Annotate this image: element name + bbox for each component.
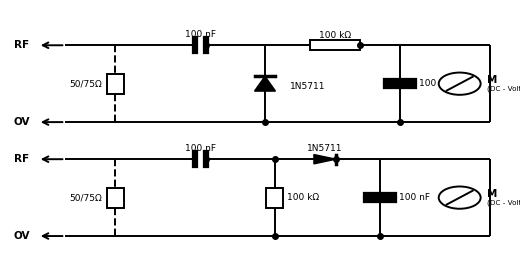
Text: 100 nF: 100 nF [185,144,216,153]
Text: 100 kΩ: 100 kΩ [288,193,320,202]
Text: M: M [487,75,498,85]
Text: RF: RF [15,40,30,50]
Text: 100 nF: 100 nF [419,79,450,88]
Text: 1N5711: 1N5711 [290,82,326,91]
Circle shape [439,187,480,209]
Text: 100 nF: 100 nF [399,193,430,202]
Polygon shape [254,76,276,91]
Text: (DC - Volts): (DC - Volts) [487,199,520,206]
Bar [266,188,283,208]
Text: 50/75Ω: 50/75Ω [69,79,101,88]
Text: 50/75Ω: 50/75Ω [69,193,101,202]
Circle shape [439,73,480,95]
Text: 1N5711: 1N5711 [307,144,343,153]
Text: M: M [487,189,498,199]
Text: 100 kΩ: 100 kΩ [319,31,351,40]
Bar [107,188,124,208]
Text: OV: OV [14,117,30,127]
Polygon shape [314,155,336,164]
Bar [107,74,124,94]
Bar [310,41,360,50]
Text: (DC - Volts): (DC - Volts) [487,85,520,92]
Text: 100 nF: 100 nF [185,30,216,39]
Text: RF: RF [15,154,30,164]
Text: OV: OV [14,231,30,241]
